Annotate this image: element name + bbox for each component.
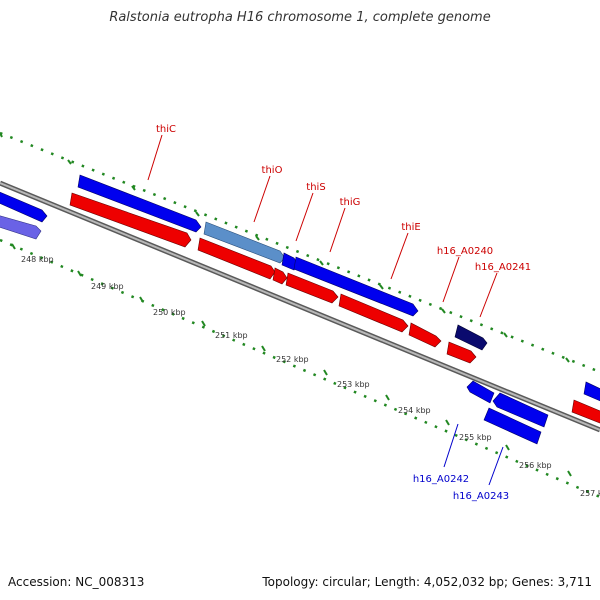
major-ruler-ticks [0, 132, 572, 477]
gene-red-7[interactable] [446, 341, 477, 364]
gene-h16_A0243[interactable] [483, 407, 542, 445]
ruler-major-tick [445, 419, 450, 426]
forward-strand-genes [0, 174, 600, 403]
ruler-major-tick [77, 270, 82, 277]
ruler-major-tick [0, 132, 3, 138]
gene-right-blue[interactable] [583, 381, 600, 403]
ruler-major-tick [567, 470, 572, 477]
ruler-tick-label: 250 kbp [153, 308, 186, 317]
page-title: Ralstonia eutropha H16 chromosome 1, com… [109, 10, 491, 25]
gene-label-h16_A0241: h16_A0241 [475, 262, 531, 273]
lower-strand-genes [466, 380, 549, 445]
gene-labels: thiC thiO thiS thiG thiE h16_A0240 h16_A… [156, 124, 531, 502]
ruler-major-tick [379, 284, 384, 290]
ruler-major-tick [139, 296, 144, 303]
ruler-tick-label: 249 kbp [91, 282, 124, 291]
ruler-major-tick [195, 211, 200, 217]
ruler-tick-label: 257 kbp [580, 489, 600, 498]
gene-lower-2[interactable] [492, 392, 549, 428]
ruler-major-tick [319, 260, 324, 266]
gene-label-h16_A0242: h16_A0242 [413, 474, 469, 485]
genome-backbone [0, 180, 600, 433]
gene-label-thiO: thiO [262, 165, 283, 176]
gene-label-h16_A0243: h16_A0243 [453, 491, 509, 502]
ruler-tick-label: 255 kbp [459, 433, 492, 442]
ruler-major-tick [441, 308, 446, 314]
ruler-tick-label: 248 kbp [21, 255, 54, 264]
gene-thiC[interactable] [77, 174, 202, 233]
ruler-major-tick [385, 394, 390, 401]
gene-red-3[interactable] [272, 267, 288, 285]
gene-label-h16_A0240: h16_A0240 [437, 246, 493, 257]
ruler-tick-label: 256 kbp [519, 461, 552, 470]
reverse-strand-genes [69, 192, 600, 424]
ruler-tick-labels: 248 kbp 249 kbp 250 kbp 251 kbp 252 kbp 253 k… [21, 255, 600, 498]
ruler-major-tick [505, 444, 510, 451]
gene-red-6[interactable] [408, 322, 442, 348]
ruler-major-tick [201, 320, 206, 327]
ruler-major-tick [261, 345, 266, 352]
gene-left-purple[interactable] [0, 213, 42, 240]
ruler-major-tick [503, 332, 508, 338]
ruler-tick-label: 251 kbp [215, 331, 248, 340]
gene-label-thiG: thiG [340, 197, 361, 208]
topology-text: Topology: circular; Length: 4,052,032 bp… [262, 575, 592, 589]
gene-label-thiC: thiC [156, 124, 176, 135]
ruler-major-tick [323, 369, 328, 376]
ruler-tick-label: 253 kbp [337, 380, 370, 389]
outer-ruler-dots [0, 131, 600, 374]
gene-left-blue[interactable] [0, 188, 48, 223]
ruler-major-tick [255, 235, 260, 241]
gene-red-2[interactable] [197, 237, 276, 280]
gene-h16_A0241[interactable] [454, 324, 488, 351]
ruler-major-tick [67, 159, 72, 165]
ruler-major-tick [131, 185, 136, 191]
gene-thiG-thiE[interactable] [293, 256, 419, 317]
gene-h16_A0242[interactable] [466, 380, 495, 404]
ruler-tick-label: 252 kbp [276, 355, 309, 364]
label-leaders [147, 134, 504, 486]
ruler-tick-label: 254 kbp [398, 406, 431, 415]
gene-red-1[interactable] [69, 192, 192, 248]
gene-label-thiS: thiS [306, 182, 325, 193]
gene-label-thiE: thiE [401, 222, 420, 233]
ruler-major-tick [11, 243, 16, 250]
gene-red-4[interactable] [285, 272, 339, 304]
ruler-major-tick [565, 357, 570, 363]
accession-text: Accession: NC_008313 [8, 575, 145, 589]
gene-red-5[interactable] [338, 293, 409, 333]
